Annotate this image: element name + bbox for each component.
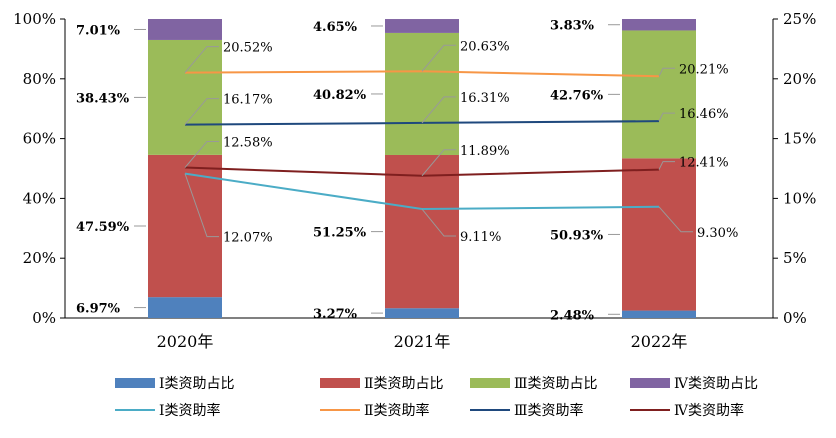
bar-value-label: 3.83% bbox=[550, 19, 595, 34]
rate-label-leader bbox=[184, 46, 219, 73]
rate-value-label: 20.52% bbox=[223, 41, 273, 56]
rate-label-leader bbox=[184, 141, 219, 168]
right-tick-label: 25% bbox=[783, 10, 816, 28]
bar-value-label: 3.27% bbox=[313, 307, 358, 322]
rate-label-leader bbox=[184, 98, 219, 125]
legend-label: Ⅰ类资助率 bbox=[159, 402, 221, 419]
bar-segment bbox=[385, 154, 459, 309]
category-label: 2020年 bbox=[157, 332, 214, 351]
category-label: 2022年 bbox=[631, 332, 688, 351]
legend-swatch bbox=[115, 378, 155, 388]
rate-value-label: 20.63% bbox=[460, 39, 510, 54]
rate-label-leader bbox=[658, 67, 675, 77]
category-label: 2021年 bbox=[394, 332, 451, 351]
rate-value-label: 16.17% bbox=[223, 93, 273, 108]
bar-segment bbox=[148, 154, 222, 298]
bar-value-label: 47.59% bbox=[76, 220, 130, 235]
bar-segment bbox=[148, 39, 222, 155]
bar-segment bbox=[622, 30, 696, 159]
legend-label: Ⅱ类资助占比 bbox=[364, 376, 444, 392]
bar-value-label: 7.01% bbox=[76, 23, 121, 38]
right-tick-label: 5% bbox=[783, 249, 807, 267]
legend-swatch bbox=[320, 378, 360, 388]
legend-label: Ⅲ类资助占比 bbox=[514, 376, 598, 392]
bar-value-label: 50.93% bbox=[550, 228, 604, 243]
legend-label: Ⅲ类资助率 bbox=[514, 402, 584, 419]
bar-segment bbox=[385, 32, 459, 155]
bar-segment bbox=[622, 310, 696, 318]
rate-label-leader bbox=[421, 44, 456, 72]
rate-label-leader bbox=[421, 149, 456, 177]
right-tick-label: 20% bbox=[783, 70, 816, 88]
right-tick-label: 15% bbox=[783, 130, 816, 148]
rate-value-label: 12.41% bbox=[679, 156, 729, 171]
bar-value-label: 6.97% bbox=[76, 302, 121, 317]
rate-label-leader bbox=[658, 112, 675, 122]
rate-value-label: 11.89% bbox=[460, 144, 510, 159]
bar-segment bbox=[385, 308, 459, 318]
legend-label: Ⅱ类资助率 bbox=[364, 402, 430, 419]
right-tick-label: 0% bbox=[783, 309, 807, 327]
left-tick-label: 60% bbox=[23, 130, 56, 148]
rate-label-leader bbox=[658, 161, 675, 170]
legend-label: Ⅳ类资助占比 bbox=[674, 376, 758, 392]
rate-value-label: 9.30% bbox=[697, 226, 738, 241]
legend-label: Ⅰ类资助占比 bbox=[159, 376, 235, 392]
bar-value-label: 2.48% bbox=[550, 308, 595, 323]
bar-value-label: 42.76% bbox=[550, 88, 604, 103]
legend-swatch bbox=[630, 378, 670, 388]
left-tick-label: 20% bbox=[23, 249, 56, 267]
rate-label-leader bbox=[421, 208, 456, 237]
rate-value-label: 9.11% bbox=[460, 230, 501, 245]
bar-value-label: 4.65% bbox=[313, 20, 358, 35]
left-tick-label: 100% bbox=[13, 10, 56, 28]
bar-segment bbox=[148, 19, 222, 40]
rate-label-leader bbox=[658, 206, 693, 233]
left-tick-label: 0% bbox=[32, 309, 56, 327]
bar-value-label: 40.82% bbox=[313, 88, 367, 103]
rate-label-leader bbox=[184, 173, 219, 238]
rate-label-leader bbox=[421, 96, 456, 124]
bar-segment bbox=[148, 297, 222, 318]
bar-segment bbox=[622, 19, 696, 31]
legend-label: Ⅳ类资助率 bbox=[674, 402, 744, 419]
left-tick-label: 40% bbox=[23, 189, 56, 207]
rate-value-label: 16.46% bbox=[679, 107, 729, 122]
right-tick-label: 10% bbox=[783, 189, 816, 207]
bar-value-label: 51.25% bbox=[313, 226, 367, 241]
bar-segment bbox=[385, 19, 459, 33]
rate-value-label: 12.07% bbox=[223, 231, 273, 246]
rate-value-label: 16.31% bbox=[460, 91, 510, 106]
bar-value-label: 38.43% bbox=[76, 91, 130, 106]
left-tick-label: 80% bbox=[23, 70, 56, 88]
rate-value-label: 12.58% bbox=[223, 136, 273, 151]
rate-value-label: 20.21% bbox=[679, 62, 729, 77]
bar-segment bbox=[622, 158, 696, 311]
legend-swatch bbox=[470, 378, 510, 388]
